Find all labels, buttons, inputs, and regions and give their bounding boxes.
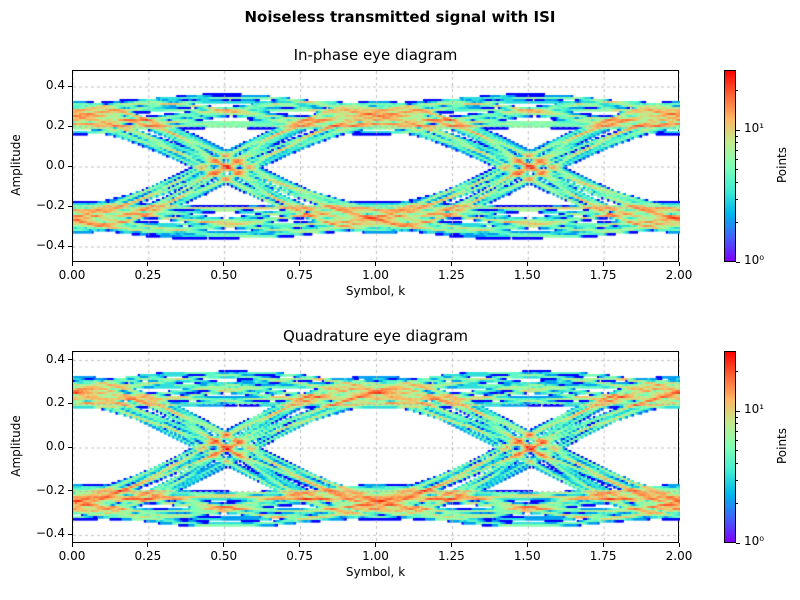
colorbar-tick-mark: [736, 502, 738, 504]
colorbar-tick-mark: [736, 182, 738, 184]
y-tick-label: −0.4: [35, 526, 65, 541]
y-tick-mark: [68, 125, 72, 127]
y-tick-label: −0.4: [35, 238, 65, 252]
colorbar-tick-mark: [736, 479, 738, 481]
colorbar-tick-mark: [736, 430, 738, 432]
x-tick-label: 0.00: [58, 268, 86, 282]
x-tick-mark: [375, 262, 376, 266]
x-tick-mark: [223, 543, 225, 547]
x-tick-mark: [678, 543, 680, 547]
y-tick-label: 0.4: [45, 351, 65, 366]
y-tick-label: 0.2: [45, 395, 65, 410]
colorbar-tick-mark: [736, 149, 738, 151]
x-tick-label: 0.25: [134, 268, 162, 282]
x-tick-mark: [526, 262, 528, 266]
y-tick-label: −0.2: [35, 198, 65, 212]
x-tick-mark: [602, 262, 604, 266]
y-tick-label: 0.2: [45, 118, 65, 132]
y-tick-mark: [68, 533, 72, 535]
x-tick-label: 1.25: [438, 549, 465, 563]
x-tick-mark: [375, 543, 376, 547]
quadrature-eye-plot: [72, 351, 680, 544]
x-tick-mark: [71, 262, 73, 266]
colorbar-tick-mark: [736, 129, 740, 131]
x-tick-mark: [678, 262, 680, 266]
y-tick-mark: [68, 490, 72, 492]
colorbar-tick-mark: [736, 142, 738, 144]
figure-title: Noiseless transmitted signal with ISI: [244, 8, 556, 26]
x-tick-label: 2.00: [665, 268, 693, 282]
x-tick-mark: [450, 262, 452, 266]
colorbar-tick-mark: [736, 221, 738, 223]
colorbar-tick-mark: [736, 542, 740, 544]
colorbar-tick-mark: [736, 416, 738, 418]
colorbar-tick-mark: [736, 89, 738, 91]
x-tick-label: 0.50: [210, 549, 238, 563]
colorbar-tick-mark: [736, 158, 738, 160]
y-axis-label: Amplitude: [9, 134, 23, 196]
x-tick-label: 0.25: [134, 549, 162, 563]
y-tick-label: −0.2: [35, 482, 65, 497]
x-tick-mark: [147, 262, 149, 266]
y-tick-mark: [68, 85, 72, 87]
x-tick-mark: [526, 543, 528, 547]
colorbar-label: Points: [775, 427, 789, 465]
x-tick-mark: [299, 262, 301, 266]
colorbar-tick-mark: [736, 370, 738, 372]
x-tick-mark: [299, 543, 301, 547]
eye-heatmap: [73, 352, 680, 544]
y-tick-label: 0.0: [45, 439, 65, 453]
in-phase-eye-plot: [72, 70, 680, 263]
x-tick-label: 1.00: [362, 268, 389, 282]
colorbar-tick-label: 10⁰: [744, 534, 765, 548]
y-tick-mark: [68, 402, 72, 404]
y-tick-mark: [68, 359, 72, 361]
x-tick-label: 1.00: [362, 549, 389, 563]
colorbar-tick-label: 10⁰: [744, 253, 765, 267]
colorbar-tick-mark: [736, 463, 738, 465]
colorbar-label: Points: [775, 146, 789, 184]
x-tick-label: 0.75: [286, 268, 313, 282]
x-tick-mark: [450, 543, 452, 547]
x-tick-label: 2.00: [665, 549, 693, 563]
y-axis-label: Amplitude: [9, 415, 23, 477]
x-tick-label: 0.00: [58, 549, 86, 563]
colorbar-tick-mark: [736, 410, 740, 412]
x-axis-label: Symbol, k: [345, 284, 406, 298]
colorbar: [724, 70, 736, 262]
colorbar-tick-label: 10¹: [744, 402, 765, 416]
x-tick-mark: [147, 543, 149, 547]
colorbar-tick-mark: [736, 439, 738, 441]
x-axis-label: Symbol, k: [345, 565, 406, 579]
y-tick-mark: [68, 245, 72, 247]
y-tick-mark: [68, 446, 72, 448]
x-tick-mark: [602, 543, 604, 547]
colorbar-tick-label: 10¹: [744, 121, 765, 135]
x-tick-label: 1.50: [513, 268, 541, 282]
colorbar: [724, 351, 736, 543]
x-tick-label: 0.50: [210, 268, 238, 282]
x-tick-label: 1.75: [589, 549, 617, 563]
colorbar-tick-mark: [736, 423, 738, 425]
y-tick-label: 0.4: [45, 78, 65, 92]
colorbar-tick-mark: [736, 261, 740, 263]
x-tick-label: 0.75: [286, 549, 313, 563]
x-tick-mark: [223, 262, 225, 266]
quadrature-title: Quadrature eye diagram: [282, 327, 469, 345]
x-tick-label: 1.50: [513, 549, 541, 563]
y-tick-mark: [68, 165, 72, 167]
colorbar-tick-mark: [736, 169, 738, 171]
eye-heatmap: [73, 71, 680, 263]
x-tick-label: 1.25: [438, 268, 465, 282]
colorbar-tick-mark: [736, 450, 738, 452]
x-tick-mark: [71, 543, 73, 547]
in-phase-title: In-phase eye diagram: [293, 46, 458, 64]
x-tick-label: 1.75: [589, 268, 617, 282]
y-tick-mark: [68, 205, 72, 207]
y-tick-label: 0.0: [45, 158, 65, 172]
colorbar-tick-mark: [736, 135, 738, 137]
colorbar-tick-mark: [736, 198, 738, 200]
